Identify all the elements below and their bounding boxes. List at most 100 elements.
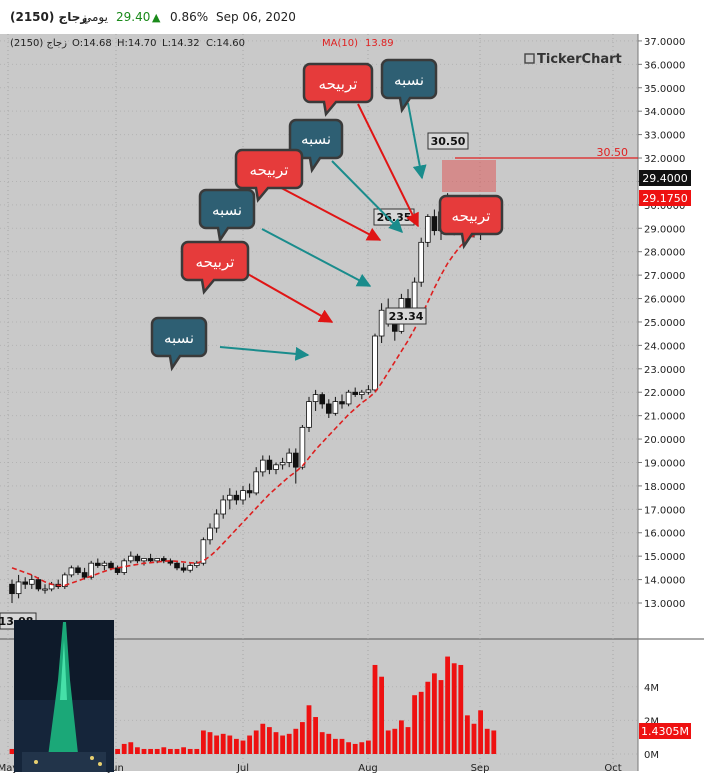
svg-text:TickerChart: TickerChart <box>537 52 622 67</box>
candle <box>95 558 101 568</box>
candle <box>365 385 372 395</box>
volume-bar <box>207 732 213 754</box>
volume-bar <box>491 730 497 754</box>
volume-bar <box>115 748 120 754</box>
x-tick-label: Oct <box>604 763 621 774</box>
x-tick-label: May <box>0 763 18 774</box>
header-bar: (2150) زجاج يومي 29.40 ▲ 0.86% Sep 06, 2… <box>0 0 704 35</box>
candle <box>325 399 332 418</box>
candle <box>68 565 75 578</box>
y-tick-label: 17.0000 <box>644 505 685 516</box>
candle <box>279 457 286 470</box>
up-triangle-icon: ▲ <box>152 11 161 24</box>
candle <box>259 455 266 477</box>
callout-test-1: تربيحه <box>302 62 374 117</box>
x-tick-label: Sep <box>471 763 490 774</box>
volume-bar <box>471 723 477 754</box>
candle <box>306 396 312 433</box>
header-price: 29.40 <box>116 10 151 24</box>
candle <box>141 558 147 566</box>
volume-bar <box>465 715 470 754</box>
volume-bar <box>135 747 140 754</box>
x-axis-labels: May Jun Jul Aug Sep Oct <box>0 763 622 774</box>
arrow-teal-1 <box>407 102 427 180</box>
y-tick-label: 13.0000 <box>644 599 685 610</box>
ma-price-tag: 29.1750 <box>639 190 691 206</box>
brand: TickerChart <box>524 52 622 67</box>
x-tick-label: Jun <box>107 763 124 774</box>
candle <box>332 396 339 416</box>
ohlc-low: L:14.32 <box>162 38 200 49</box>
volume-bar <box>451 663 457 754</box>
annotation-arrows <box>219 102 479 361</box>
tower-photo <box>14 620 114 772</box>
candle <box>127 551 134 564</box>
volume-bar <box>300 722 305 754</box>
candle <box>220 495 227 519</box>
callout-ratio-4: نسبه <box>150 316 208 372</box>
candle <box>292 448 299 484</box>
y-tick-label: 25.0000 <box>644 318 685 329</box>
arrow-teal-2 <box>331 160 403 233</box>
svg-text:29.1750: 29.1750 <box>642 192 688 205</box>
arrow-teal-3 <box>261 228 372 287</box>
volume-bar <box>187 748 193 754</box>
volume-bar <box>201 730 206 754</box>
candle <box>240 485 246 505</box>
candle <box>372 333 378 393</box>
y-tick-label: 14.0000 <box>644 576 685 587</box>
y-tick-label: 33.0000 <box>644 131 685 142</box>
svg-text:تربيحه: تربيحه <box>452 207 491 225</box>
svg-text:نسبه: نسبه <box>164 329 194 347</box>
candle <box>233 490 240 505</box>
consolidation-box <box>442 160 496 192</box>
header-period: يومي <box>82 10 108 24</box>
y-tick-label: 27.0000 <box>644 271 685 282</box>
volume-bar <box>128 742 134 754</box>
volume-bar <box>121 743 127 754</box>
y-tick-label: 28.0000 <box>644 248 685 259</box>
volume-bar <box>425 681 431 754</box>
candle <box>81 567 88 580</box>
x-tick-label: Aug <box>358 763 378 774</box>
svg-text:نسبه: نسبه <box>212 201 242 219</box>
candle <box>15 574 22 599</box>
candle <box>339 394 345 409</box>
candle <box>345 389 352 407</box>
volume-bar <box>227 735 233 754</box>
y-tick-label: 36.0000 <box>644 60 685 71</box>
arrow-red-1 <box>357 103 419 228</box>
candle <box>226 488 233 510</box>
volume-bar <box>148 748 153 754</box>
volume-bar <box>438 680 444 754</box>
header-change: 0.86% <box>170 10 209 24</box>
volume-bar <box>412 695 417 754</box>
y-tick-label: 20.0000 <box>644 435 685 446</box>
volume-bar <box>194 748 200 754</box>
volume-bar <box>478 710 483 754</box>
x-tick-label: Jul <box>236 763 249 774</box>
ma-label: MA(10) <box>322 38 358 49</box>
volume-bar <box>366 740 371 754</box>
resistance-label: 30.50 <box>597 146 629 159</box>
ohlc-high: H:14.70 <box>117 38 157 49</box>
callout-test-3: تربيحه <box>180 240 250 295</box>
header-symbol: (2150) زجاج <box>10 10 88 24</box>
chart-canvas[interactable]: 13.0000 14.0000 15.0000 16.0000 17.0000 18.00… <box>0 34 704 776</box>
volume-bar <box>372 664 378 754</box>
ohlc-close: C:14.60 <box>206 38 245 49</box>
volume-bar <box>432 673 437 754</box>
volume-tick-label: 0M <box>644 750 659 761</box>
y-tick-label: 29.0000 <box>644 224 685 235</box>
svg-text:29.4000: 29.4000 <box>642 172 688 185</box>
svg-text:نسبه: نسبه <box>301 130 331 148</box>
candle <box>378 303 385 344</box>
volume-bar <box>260 723 266 754</box>
candle <box>418 237 424 287</box>
arrow-teal-4 <box>219 346 310 361</box>
volume-tick-label: 2M <box>644 716 659 727</box>
svg-text:تربيحه: تربيحه <box>250 161 289 179</box>
volume-bar <box>247 735 252 754</box>
y-tick-label: 16.0000 <box>644 529 685 540</box>
candle <box>253 467 260 496</box>
